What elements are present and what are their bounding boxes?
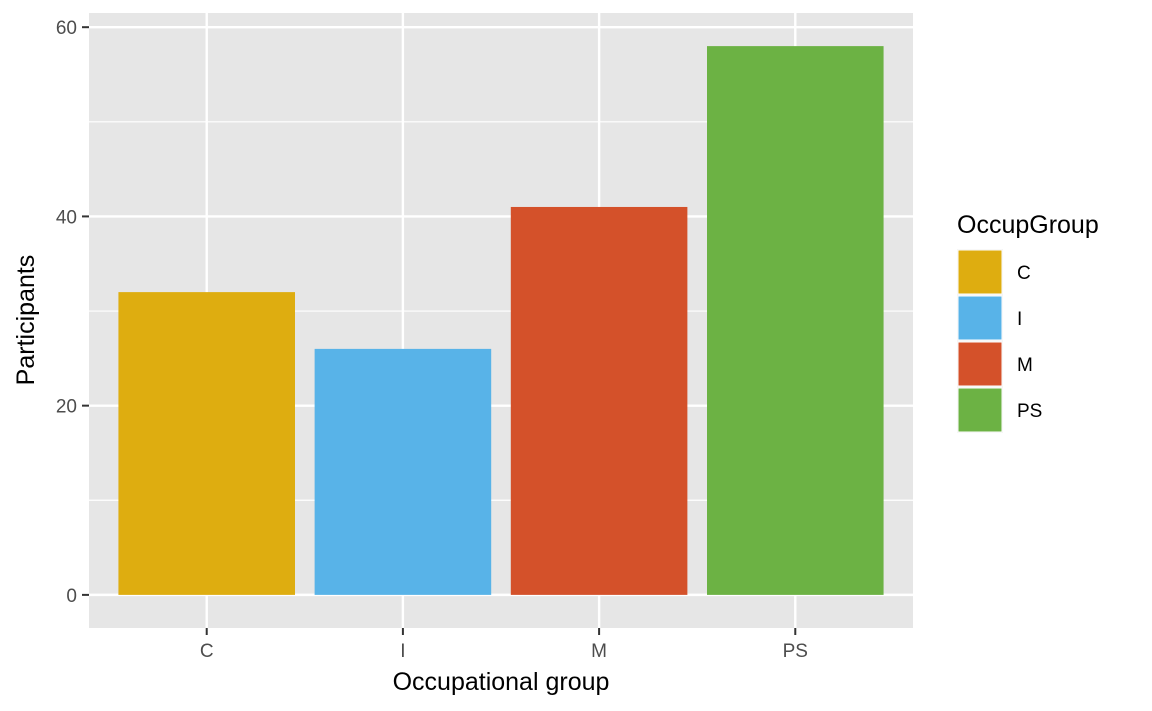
bar-c — [118, 292, 295, 595]
legend-label-i: I — [1017, 309, 1022, 330]
x-axis-title: Occupational group — [393, 668, 610, 696]
legend-label-ps: PS — [1017, 401, 1042, 422]
y-tick-label: 60 — [56, 18, 77, 39]
bar-m — [510, 206, 688, 595]
bar-ps — [707, 46, 884, 595]
x-axis: C I M PS — [200, 628, 808, 662]
bar-i — [314, 348, 492, 595]
legend-entries: C I M PS — [957, 249, 1042, 433]
legend-title: OccupGroup — [957, 211, 1099, 239]
y-axis: 0 20 40 60 — [56, 18, 89, 607]
y-tick-label: 20 — [56, 397, 77, 418]
legend-key-i — [957, 295, 1003, 341]
y-tick-label: 40 — [56, 207, 77, 228]
legend-label-m: M — [1017, 355, 1033, 376]
legend-label-c: C — [1017, 263, 1031, 284]
legend-key-ps — [957, 387, 1003, 433]
legend-key-m — [957, 341, 1003, 387]
legend-key-c — [957, 249, 1003, 295]
x-tick-label: C — [200, 641, 214, 662]
y-axis-title: Participants — [12, 255, 40, 386]
x-tick-label: M — [591, 641, 607, 662]
bars — [118, 46, 884, 595]
legend: OccupGroup C I M PS — [957, 211, 1099, 433]
x-tick-label: PS — [783, 641, 808, 662]
y-tick-label: 0 — [66, 586, 77, 607]
x-tick-label: I — [400, 641, 405, 662]
